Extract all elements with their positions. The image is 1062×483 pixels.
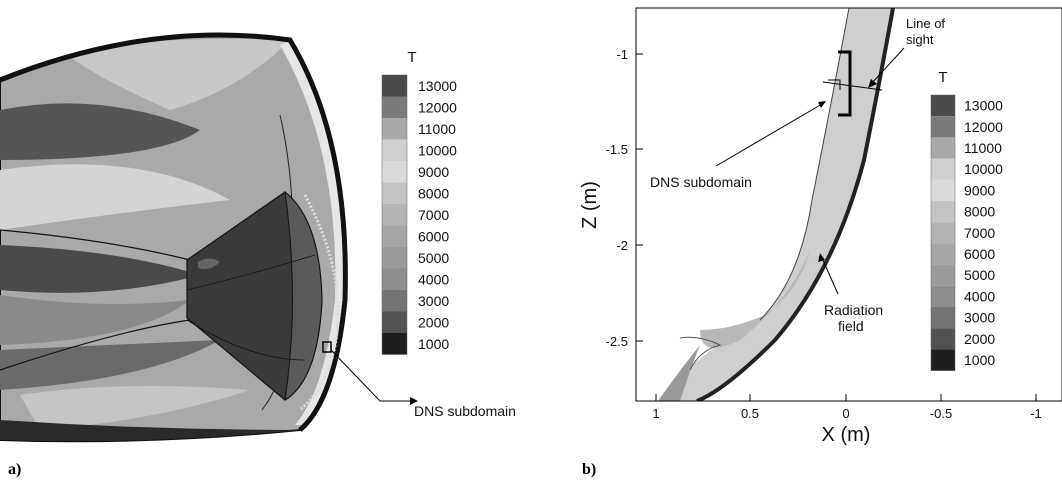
legend-b-swatch: [931, 222, 955, 244]
legend-b-level-label: 13000: [964, 98, 1003, 114]
legend-a-swatch: [382, 96, 407, 118]
line-of-sight-label-line2: sight: [906, 32, 934, 47]
legend-b-swatch: [931, 264, 955, 286]
legend-b-labels: 13000 12000 11000 10000 9000 8000 7000 6000 5000…: [964, 98, 1003, 368]
legend-a-swatches: [381, 74, 408, 355]
panel-b-label: b): [582, 461, 596, 478]
x-tick-label: -1: [1030, 406, 1042, 421]
legend-a-level-label: 12000: [418, 99, 457, 115]
legend-a: T 13000 12000 11000 10000 9000 8000 7000 6000 50…: [381, 49, 457, 355]
legend-a-swatch: [382, 161, 407, 183]
legend-b-swatch: [931, 328, 955, 350]
legend-b-level-label: 11000: [964, 140, 1002, 156]
dns-subdomain-box-b: [822, 50, 883, 117]
radiation-field-annotation: Radiation field: [818, 253, 883, 334]
legend-a-level-label: 3000: [418, 293, 449, 309]
y-tick-label: -2: [616, 238, 628, 253]
legend-a-level-label: 5000: [418, 250, 449, 266]
legend-a-level-label: 9000: [418, 164, 449, 180]
legend-b-level-label: 2000: [964, 331, 995, 347]
x-axis-label: X (m): [822, 424, 871, 446]
legend-a-level-label: 1000: [418, 336, 449, 352]
legend-b-swatch: [931, 95, 955, 117]
legend-a-swatch: [382, 290, 407, 312]
dns-subdomain-label-b: DNS subdomain: [650, 174, 752, 190]
line-of-sight-label-line1: Line of: [906, 16, 945, 31]
legend-a-level-label: 6000: [418, 228, 449, 244]
dns-subdomain-label-a: DNS subdomain: [414, 403, 516, 419]
legend-b-swatch: [931, 243, 955, 265]
dns-subdomain-box-a: [322, 341, 332, 353]
radiation-field-label-line1: Radiation: [824, 302, 883, 318]
legend-b-swatch: [931, 307, 955, 329]
legend-a-labels: 13000 12000 11000 10000 9000 8000 7000 6000 5000…: [418, 78, 457, 352]
legend-a-swatch: [382, 333, 407, 355]
panel-a-label: a): [8, 461, 21, 478]
legend-b-level-label: 3000: [964, 310, 995, 326]
y-tick-label: -2.5: [606, 334, 628, 349]
legend-a-swatch: [382, 268, 407, 290]
panel-b-y-axis: -1 -1.5 -2 -2.5 Z (m): [579, 47, 643, 349]
legend-b-swatch: [931, 116, 955, 138]
panel-b-plot-frame: [635, 7, 1062, 402]
panel-a-contour-plot: [0, 32, 348, 443]
legend-b-level-label: 8000: [964, 204, 995, 220]
legend-b-level-label: 1000: [964, 352, 995, 368]
legend-b-swatch: [931, 349, 955, 371]
legend-a-level-label: 8000: [418, 185, 449, 201]
legend-a-swatch: [382, 204, 407, 226]
y-tick-label: -1: [616, 47, 628, 62]
legend-a-level-label: 7000: [418, 207, 449, 223]
legend-b-swatch: [931, 201, 955, 223]
legend-b-level-label: 6000: [964, 246, 995, 262]
legend-b-swatch: [931, 285, 955, 307]
legend-b-level-label: 9000: [964, 182, 995, 198]
legend-b-outline: [930, 94, 956, 371]
legend-a-level-label: 11000: [418, 121, 456, 137]
panel-b-contour-plot: [658, 8, 895, 401]
radiation-field-label-line2: field: [838, 318, 864, 334]
y-tick-label: -1.5: [606, 142, 628, 157]
line-of-sight-annotation: Line of sight: [868, 16, 945, 88]
panel-b-x-axis: 1 0.5 0 -0.5 -1 X (m): [652, 394, 1042, 446]
legend-a-level-label: 2000: [418, 314, 449, 330]
x-tick-label: -0.5: [930, 406, 952, 421]
legend-a-swatch: [382, 182, 407, 204]
y-axis-label: Z (m): [579, 181, 601, 229]
legend-a-level-label: 13000: [418, 78, 457, 94]
legend-b-level-label: 5000: [964, 267, 995, 283]
x-tick-label: 0.5: [741, 406, 759, 421]
panel-b: 1 0.5 0 -0.5 -1 X (m) -1 -1.5 -2 -2.5 Z …: [579, 7, 1062, 478]
legend-a-title: T: [407, 49, 416, 66]
legend-b-level-label: 4000: [964, 288, 995, 304]
legend-b-level-label: 7000: [964, 225, 995, 241]
legend-b-title: T: [938, 69, 947, 86]
legend-a-swatch: [382, 139, 407, 161]
dns-subdomain-annotation-b: DNS subdomain: [650, 101, 826, 190]
legend-b: T 13000 12000 11000 10000 9000 8000 7000 6000 50…: [928, 66, 1036, 384]
legend-b-swatch: [931, 179, 955, 201]
legend-a-swatch: [382, 75, 407, 97]
legend-b-swatches: [930, 94, 956, 371]
legend-b-swatch: [931, 158, 955, 180]
legend-a-swatch: [382, 247, 407, 269]
legend-a-level-label: 10000: [418, 142, 457, 158]
legend-a-swatch: [382, 118, 407, 140]
line-of-sight: [822, 81, 883, 91]
x-tick-label: 1: [652, 406, 659, 421]
legend-b-swatch: [931, 137, 955, 159]
panel-a: DNS subdomain T 13000 12000 11000 10000 9000…: [0, 32, 516, 478]
dns-subdomain-annotation-a: DNS subdomain: [330, 349, 516, 419]
legend-a-swatch: [382, 311, 407, 333]
legend-a-outline: [381, 74, 408, 355]
legend-a-level-label: 4000: [418, 271, 449, 287]
x-tick-label: 0: [842, 406, 849, 421]
legend-b-level-label: 10000: [964, 161, 1003, 177]
legend-a-swatch: [382, 225, 407, 247]
legend-b-level-label: 12000: [964, 119, 1003, 135]
